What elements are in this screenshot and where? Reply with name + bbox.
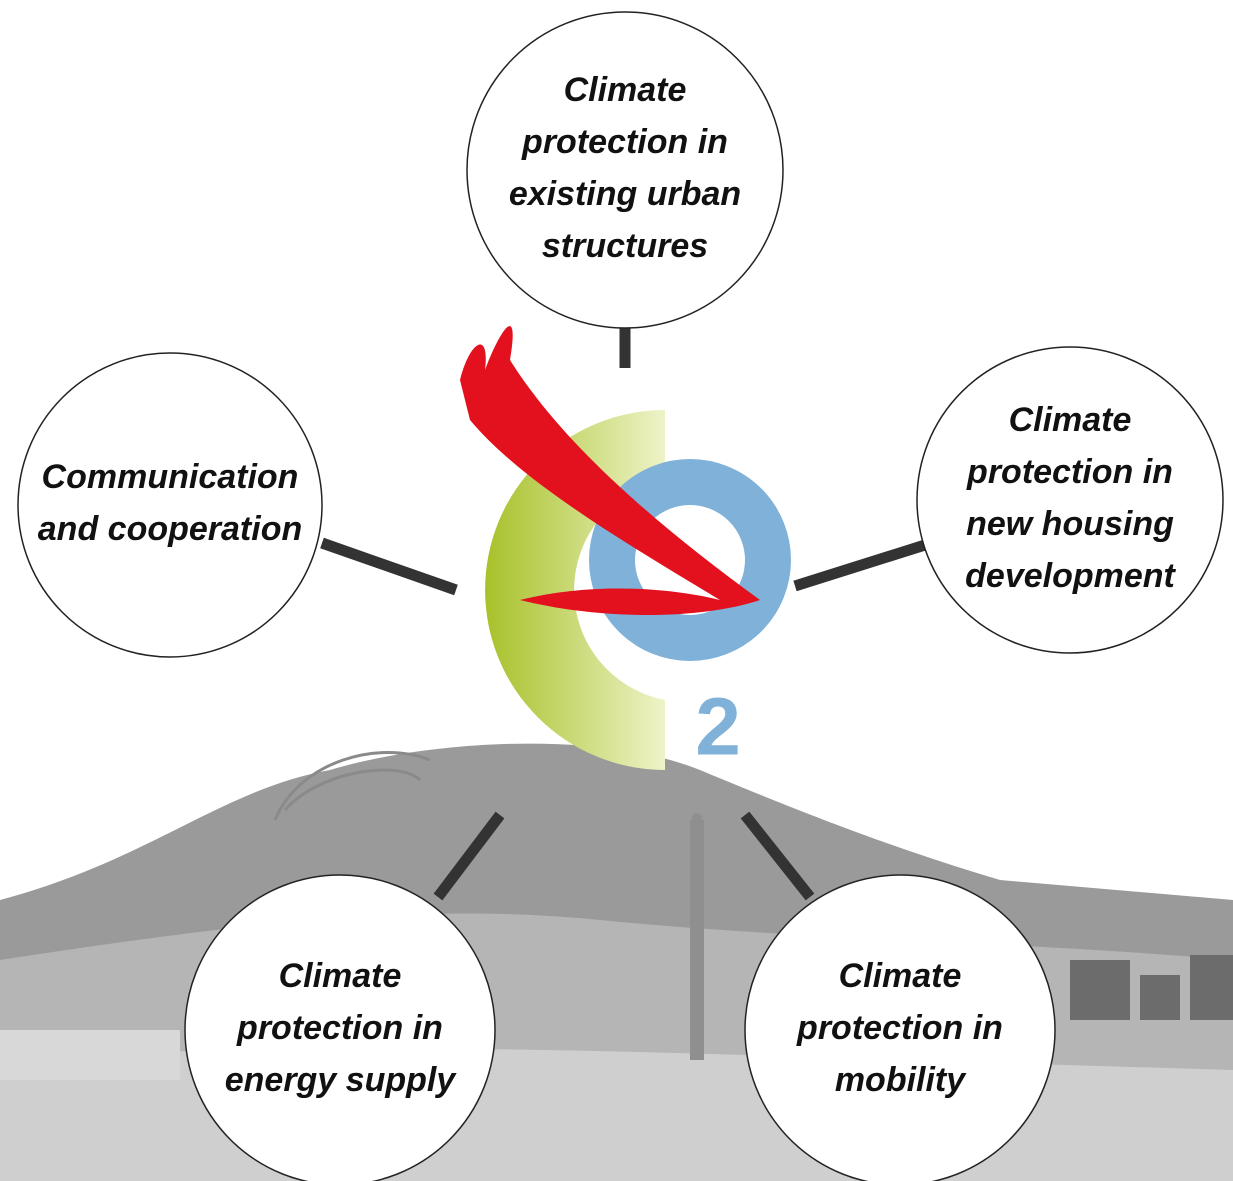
node-label: energy supply xyxy=(225,1061,458,1099)
node-circle xyxy=(18,353,322,657)
node-label: and cooperation xyxy=(38,510,302,548)
node-label: Climate xyxy=(1009,401,1132,439)
connector xyxy=(322,543,456,590)
node-label: new housing xyxy=(966,505,1174,543)
node-label: existing urban xyxy=(509,175,741,213)
node-label: development xyxy=(965,557,1176,595)
node-label: Climate xyxy=(839,957,962,995)
node-label: Climate xyxy=(564,71,687,109)
node-label: structures xyxy=(542,227,708,265)
landscape xyxy=(0,744,1233,1181)
node: Climate protection in existing urban struct… xyxy=(467,12,783,328)
logo-subscript: 2 xyxy=(695,682,741,773)
node: Climate protection in energy supply xyxy=(185,875,495,1181)
node-label: Climate xyxy=(279,957,402,995)
node: Climate protection in new housing developme… xyxy=(917,347,1223,653)
node-label: protection in xyxy=(966,453,1173,491)
node: Climate protection in mobility xyxy=(745,875,1055,1181)
diagram: 2 Climate protection in existing urban stru… xyxy=(0,0,1233,1181)
node-label: protection in xyxy=(521,123,728,161)
node-label: mobility xyxy=(835,1061,967,1099)
node-label: Communication xyxy=(42,458,299,496)
co2-logo: 2 xyxy=(460,326,768,773)
node-label: protection in xyxy=(796,1009,1003,1047)
connector xyxy=(795,545,925,586)
node-circle xyxy=(467,12,783,328)
node: Communication and cooperation xyxy=(18,353,322,657)
node-label: protection in xyxy=(236,1009,443,1047)
node-circle xyxy=(917,347,1223,653)
page: {"logo": {"subscript": "2"}, "nodes": [ … xyxy=(0,0,1233,1181)
